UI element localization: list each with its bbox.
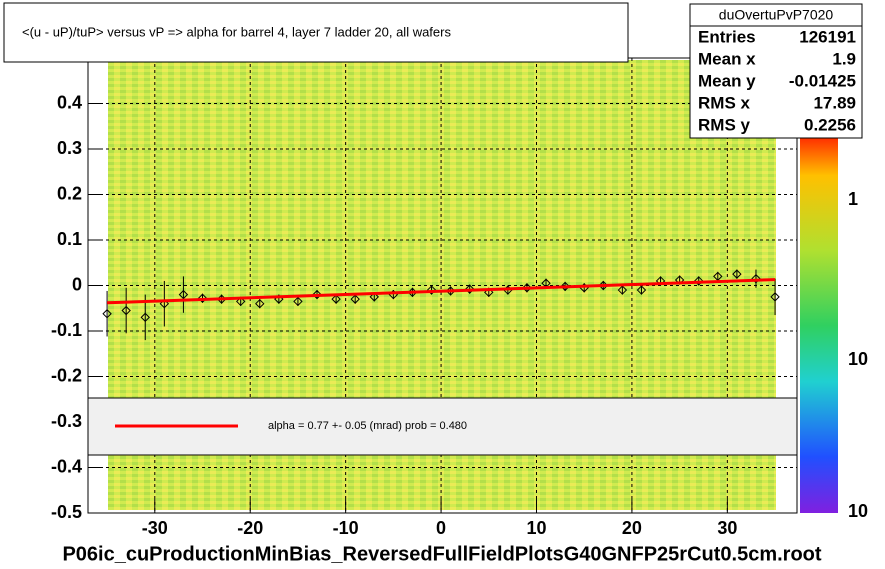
x-tick-label: -10 <box>333 518 359 538</box>
stats-title: duOvertuPvP7020 <box>719 7 834 23</box>
footer: P06ic_cuProductionMinBias_ReversedFullFi… <box>62 543 821 565</box>
data-point <box>140 312 150 323</box>
data-point <box>178 289 189 300</box>
data-point <box>713 271 723 282</box>
chart-title: <(u - uP)/tuP> versus vP => alpha for ba… <box>22 24 451 39</box>
colorbar-label: 1 <box>848 189 858 209</box>
y-tick-label: -0.1 <box>51 320 82 340</box>
x-tick-label: 20 <box>622 518 642 538</box>
colorbar <box>800 138 838 513</box>
x-tick-label: 30 <box>717 518 737 538</box>
y-tick-label: 0.2 <box>57 183 82 203</box>
stats-value: 126191 <box>799 27 856 46</box>
data-point <box>636 285 647 295</box>
y-tick-label: -0.4 <box>51 456 82 476</box>
data-point <box>350 294 360 304</box>
data-point <box>293 296 303 307</box>
y-tick-label: 0.4 <box>57 92 82 112</box>
colorbar-label: 10 <box>848 501 868 521</box>
data-point <box>617 285 628 295</box>
stats-label: Entries <box>698 27 756 46</box>
data-point <box>732 269 742 279</box>
data-point <box>121 305 131 316</box>
y-tick-label: -0.2 <box>51 365 82 385</box>
data-point <box>541 278 551 288</box>
x-tick-label: -30 <box>142 518 168 538</box>
x-tick-label: -20 <box>237 518 263 538</box>
data-point <box>770 292 780 302</box>
fit-line <box>107 278 776 305</box>
title-box <box>3 2 629 63</box>
stats-label: Mean x <box>698 49 756 68</box>
y-tick-label: 0.1 <box>57 229 82 249</box>
stats-label: RMS x <box>698 93 751 112</box>
y-tick-label: 0 <box>72 274 82 294</box>
colorbar-label: 10 <box>848 349 868 369</box>
stats-value: 17.89 <box>813 93 856 112</box>
data-point <box>331 294 341 304</box>
y-tick-label: -0.3 <box>51 411 82 431</box>
stats-label: Mean y <box>698 71 756 90</box>
y-tick-label: 0.3 <box>57 138 82 158</box>
fit-label: alpha = 0.77 +- 0.05 (mrad) prob = 0.480 <box>268 420 467 432</box>
stats-value: 0.2256 <box>804 115 856 134</box>
stats-value: 1.9 <box>832 49 856 68</box>
data-point <box>255 298 265 309</box>
stats-value: -0.01425 <box>789 71 856 90</box>
stats-label: RMS y <box>698 115 751 134</box>
x-tick-label: 10 <box>526 518 546 538</box>
y-tick-label: -0.5 <box>51 502 82 522</box>
data-point <box>102 309 112 319</box>
x-tick-label: 0 <box>436 518 446 538</box>
